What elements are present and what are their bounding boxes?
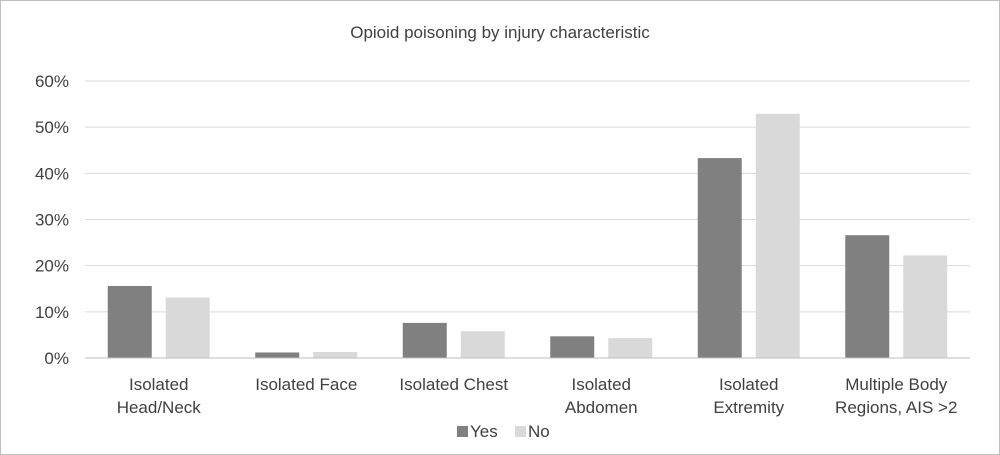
- legend: Yes No: [457, 422, 550, 441]
- bar-no: [755, 113, 800, 358]
- bars: [107, 113, 948, 358]
- y-axis-ticks: 0% 10% 20% 30% 40% 50% 60%: [35, 72, 69, 368]
- category-label-line: Head/Neck: [117, 398, 202, 417]
- y-tick-label: 40%: [35, 164, 69, 183]
- category-label: Isolated Head/Neck: [117, 375, 202, 417]
- category-label: Isolated Face: [255, 375, 357, 394]
- category-label-line: Regions, AIS >2: [835, 398, 957, 417]
- bar-yes: [550, 336, 595, 358]
- y-tick-label: 20%: [35, 257, 69, 276]
- bar-no: [313, 351, 358, 358]
- bar-no: [165, 297, 210, 358]
- category-labels: Isolated Head/Neck Isolated Face Isolated C…: [117, 375, 958, 417]
- category-label-line: Multiple Body: [845, 375, 948, 394]
- y-tick-label: 60%: [35, 72, 69, 91]
- bar-no: [903, 255, 948, 358]
- category-label: Isolated Extremity: [713, 375, 784, 417]
- bar-yes: [255, 352, 300, 358]
- category-label: Isolated Chest: [399, 375, 508, 394]
- category-label: Multiple Body Regions, AIS >2: [835, 375, 957, 417]
- legend-label-yes: Yes: [470, 422, 498, 441]
- bar-yes: [402, 322, 447, 358]
- legend-label-no: No: [528, 422, 550, 441]
- chart-title: Opioid poisoning by injury characteristi…: [350, 23, 650, 42]
- category-label-line: Isolated: [719, 375, 779, 394]
- legend-swatch-no: [515, 426, 526, 437]
- category-label-line: Extremity: [713, 398, 784, 417]
- category-label-line: Isolated: [571, 375, 631, 394]
- category-label-line: Isolated Face: [255, 375, 357, 394]
- category-label: Isolated Abdomen: [565, 375, 638, 417]
- y-tick-label: 30%: [35, 211, 69, 230]
- bar-no: [608, 338, 653, 358]
- bar-yes: [107, 285, 152, 358]
- bar-no: [460, 331, 505, 358]
- legend-swatch-yes: [457, 426, 468, 437]
- bar-yes: [845, 235, 890, 358]
- category-label-line: Abdomen: [565, 398, 638, 417]
- category-label-line: Isolated Chest: [399, 375, 508, 394]
- bar-yes: [697, 158, 742, 358]
- gridlines: [85, 80, 970, 313]
- y-tick-label: 0%: [44, 349, 69, 368]
- y-tick-label: 50%: [35, 118, 69, 137]
- y-tick-label: 10%: [35, 303, 69, 322]
- category-label-line: Isolated: [129, 375, 189, 394]
